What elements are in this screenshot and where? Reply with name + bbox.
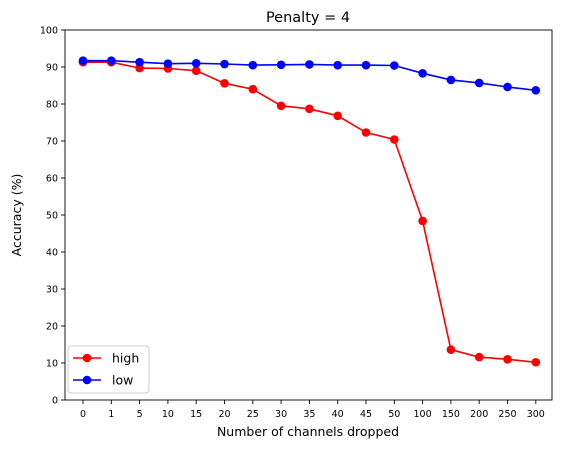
chart-title: Penalty = 4 bbox=[266, 10, 350, 26]
data-point-high bbox=[531, 357, 541, 367]
y-tick-label: 40 bbox=[46, 248, 58, 259]
x-tick-label: 10 bbox=[162, 409, 174, 420]
data-point-low bbox=[276, 60, 286, 70]
x-tick-label: 25 bbox=[247, 409, 259, 420]
y-tick-label: 70 bbox=[46, 137, 58, 148]
data-point-low bbox=[163, 59, 173, 68]
legend-marker-low bbox=[82, 375, 92, 385]
data-point-low bbox=[474, 78, 484, 88]
y-tick-label: 50 bbox=[46, 211, 58, 222]
data-point-high bbox=[503, 355, 512, 364]
data-point-low bbox=[248, 60, 258, 70]
legend-marker-high bbox=[82, 353, 92, 363]
x-tick-label: 40 bbox=[332, 409, 344, 420]
y-axis-label: Accuracy (%) bbox=[9, 174, 24, 257]
x-tick-label: 15 bbox=[190, 409, 202, 420]
data-point-low bbox=[107, 56, 116, 66]
plot-area bbox=[78, 56, 541, 367]
x-tick-label: 100 bbox=[414, 409, 432, 420]
x-axis-label: Number of channels dropped bbox=[217, 424, 399, 439]
y-tick-label: 0 bbox=[52, 396, 58, 407]
x-tick-label: 30 bbox=[275, 409, 287, 420]
y-tick-label: 10 bbox=[46, 359, 58, 370]
legend-label-low: low bbox=[112, 373, 133, 388]
x-tick-label: 50 bbox=[388, 409, 400, 420]
data-point-low bbox=[135, 57, 144, 67]
data-point-high bbox=[474, 352, 484, 362]
legend: high low bbox=[67, 345, 150, 394]
data-point-low bbox=[220, 59, 229, 69]
data-point-high bbox=[248, 84, 258, 94]
y-tick-label: 30 bbox=[46, 285, 58, 296]
x-tick-label: 200 bbox=[470, 409, 488, 420]
data-point-low bbox=[503, 82, 512, 92]
data-point-high bbox=[135, 63, 144, 73]
data-point-high bbox=[446, 345, 456, 354]
y-tick-label: 90 bbox=[46, 63, 58, 74]
data-point-low bbox=[305, 60, 314, 69]
axes: 0 1 5 10 15 20 25 30 35 40 45 50 100 150 200 250 3000102… bbox=[40, 26, 545, 421]
x-tick-label: 150 bbox=[442, 409, 460, 420]
legend-label-high: high bbox=[112, 351, 139, 366]
data-point-low bbox=[191, 59, 201, 68]
y-tick-label: 80 bbox=[46, 100, 58, 111]
x-tick-label: 300 bbox=[527, 409, 545, 420]
data-point-low bbox=[390, 61, 399, 70]
data-point-high bbox=[191, 66, 201, 75]
data-point-high bbox=[361, 128, 371, 137]
x-tick-label: 5 bbox=[137, 409, 143, 420]
y-tick-label: 100 bbox=[40, 26, 58, 37]
data-point-low bbox=[418, 68, 427, 78]
data-point-high bbox=[390, 135, 399, 144]
data-point-low bbox=[531, 86, 541, 95]
x-tick-label: 20 bbox=[218, 409, 230, 420]
x-tick-label: 45 bbox=[360, 409, 372, 420]
data-point-low bbox=[333, 60, 343, 70]
data-point-low bbox=[78, 56, 88, 66]
x-tick-label: 1 bbox=[108, 409, 114, 420]
y-tick-label: 20 bbox=[46, 322, 58, 333]
data-point-low bbox=[446, 75, 456, 85]
data-point-high bbox=[220, 78, 229, 88]
x-tick-label: 35 bbox=[303, 409, 315, 420]
x-tick-label: 0 bbox=[80, 409, 86, 420]
data-point-high bbox=[418, 216, 427, 226]
y-tick-label: 60 bbox=[46, 174, 58, 185]
data-point-high bbox=[305, 104, 314, 114]
data-point-high bbox=[333, 111, 343, 121]
data-point-low bbox=[361, 60, 371, 70]
data-point-high bbox=[276, 101, 286, 111]
x-tick-label: 250 bbox=[498, 409, 516, 420]
